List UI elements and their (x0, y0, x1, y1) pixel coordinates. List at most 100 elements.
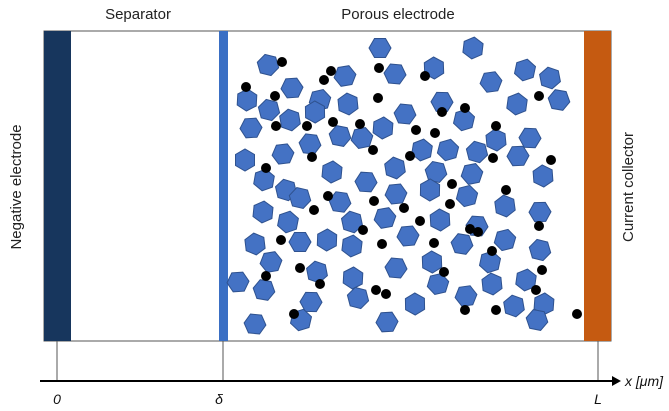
carbon-dot (429, 238, 439, 248)
carbon-dot (572, 309, 582, 319)
carbon-dot (261, 163, 271, 173)
carbon-dot (546, 155, 556, 165)
carbon-dot (447, 179, 457, 189)
particle-hexagon (528, 238, 552, 262)
particle-hexagon (252, 200, 274, 224)
tick-label-L: L (594, 391, 602, 407)
particle-hexagon (411, 138, 433, 162)
carbon-dot (437, 107, 447, 117)
carbon-dot (411, 125, 421, 135)
particle-hexagon (271, 143, 295, 165)
carbon-dot (302, 121, 312, 131)
carbon-dot (399, 203, 409, 213)
particle-hexagon (465, 140, 489, 164)
particle-hexagon (539, 66, 561, 90)
carbon-dot (323, 191, 333, 201)
carbon-dot (307, 152, 317, 162)
particle-hexagon (396, 225, 420, 247)
carbon-dot (241, 82, 251, 92)
carbon-dot (289, 309, 299, 319)
particle-hexagon (419, 178, 441, 202)
particle-hexagon (321, 160, 343, 184)
carbon-dot (295, 263, 305, 273)
particle-hexagon (252, 279, 276, 301)
particle-hexagon (513, 58, 537, 82)
particle-hexagon (383, 63, 407, 85)
particle-hexagon (493, 228, 517, 252)
particle-hexagon (450, 233, 474, 255)
carbon-dot (371, 285, 381, 295)
carbon-dot (315, 279, 325, 289)
carbon-dot (430, 128, 440, 138)
particle-hexagon (256, 53, 280, 77)
separator-label: Separator (105, 6, 171, 23)
tick-label-delta: δ (215, 391, 223, 407)
carbon-dot (405, 151, 415, 161)
carbon-dot (420, 71, 430, 81)
particle-hexagon (518, 127, 542, 149)
particle-hexagon (375, 311, 399, 333)
carbon-dot (445, 199, 455, 209)
carbon-dot (277, 57, 287, 67)
particle-hexagon (257, 98, 281, 122)
negative-electrode-label: Negative electrode (8, 124, 25, 249)
carbon-dot (309, 205, 319, 215)
carbon-dot (373, 93, 383, 103)
particle-hexagon (316, 228, 338, 252)
particle-hexagon (515, 268, 537, 292)
particle-hexagon (455, 184, 479, 208)
carbon-dot (328, 117, 338, 127)
carbon-dot (465, 224, 475, 234)
particle-hexagon (279, 108, 301, 132)
particle-hexagon (350, 126, 374, 150)
particle-hexagon (424, 160, 448, 184)
particle-hexagon (430, 91, 454, 113)
carbon-dot (355, 119, 365, 129)
porous-electrode-label: Porous electrode (341, 6, 454, 23)
particle-hexagon (547, 89, 571, 111)
particle-hexagon (253, 168, 275, 192)
particle-hexagon (429, 208, 451, 232)
particle-hexagon (481, 272, 503, 296)
particle-hexagon (485, 128, 507, 152)
particle-hexagon (342, 266, 364, 290)
carbon-dot (537, 265, 547, 275)
particle-hexagon (384, 257, 408, 279)
particle-hexagon (404, 292, 426, 316)
carbon-dot (368, 145, 378, 155)
tick-label-zero: 0 (53, 391, 61, 407)
particle-hexagon (372, 116, 394, 140)
particle-hexagon (426, 272, 450, 296)
particle-hexagon (494, 194, 516, 218)
carbon-dot (374, 63, 384, 73)
carbon-dot (501, 185, 511, 195)
particle-hexagon (373, 207, 397, 229)
particle-hexagon (460, 163, 484, 185)
carbon-dot (473, 227, 483, 237)
carbon-dot (319, 75, 329, 85)
particle-hexagon (528, 201, 552, 223)
particle-hexagon (384, 156, 406, 180)
carbon-dot (270, 91, 280, 101)
negative-electrode-bar (44, 31, 71, 341)
particle-hexagon (277, 210, 299, 234)
particle-hexagon (304, 100, 326, 124)
particle-hexagon (479, 71, 503, 93)
carbon-dot (381, 289, 391, 299)
carbon-dot (491, 305, 501, 315)
carbon-dot (276, 235, 286, 245)
carbon-dot (487, 246, 497, 256)
particle-hexagon (243, 313, 267, 335)
separator-interface-bar (219, 31, 228, 341)
particle-hexagon (235, 148, 255, 172)
particle-hexagon (506, 92, 528, 116)
conductive-additive-dots (241, 57, 582, 319)
particle-hexagon (478, 250, 502, 274)
particle-hexagon (503, 294, 525, 318)
current-collector-bar (584, 31, 611, 341)
particle-hexagon (532, 164, 554, 188)
carbon-dot (488, 153, 498, 163)
particle-hexagon (452, 108, 476, 132)
particle-hexagon (421, 250, 443, 274)
